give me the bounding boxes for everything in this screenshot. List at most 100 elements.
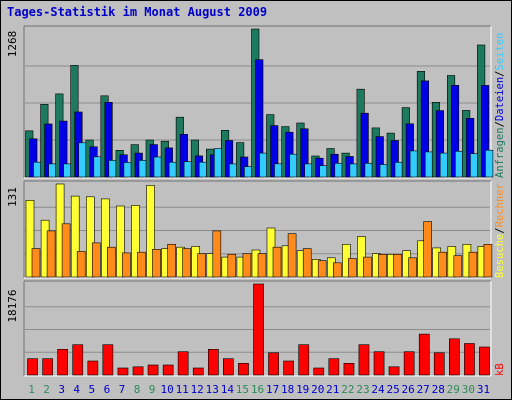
bar-seiten-day-9 (153, 156, 162, 178)
x-tick-label: 24 (371, 383, 385, 396)
bar-rechner-day-5 (92, 242, 101, 278)
bar-rechner-day-17 (272, 246, 282, 278)
bar-besuche-day-23 (357, 236, 366, 278)
panel-visits: 131 Besuche/Rechner (6, 180, 506, 279)
bar-kb-day-10 (162, 364, 174, 376)
x-tick-label: 13 (206, 383, 219, 396)
bar-kb-day-21 (328, 358, 340, 376)
bar-seiten-day-14 (229, 163, 238, 178)
bar-seiten-day-2 (48, 163, 57, 178)
bar-kb-day-3 (57, 348, 68, 376)
bar-rechner-day-16 (257, 253, 267, 278)
bar-rechner-day-15 (242, 253, 252, 278)
x-tick-label: 20 (311, 383, 324, 396)
bar-kb-day-12 (192, 367, 204, 376)
bar-rechner-day-10 (167, 244, 176, 278)
bar-seiten-day-4 (78, 142, 87, 178)
bar-kb-day-20 (313, 367, 325, 376)
x-tick-label: 17 (266, 383, 279, 396)
legend-separator: / (494, 227, 506, 233)
bar-kb-day-24 (373, 351, 385, 376)
bar-seiten-day-29 (454, 151, 464, 178)
bar-kb-day-15 (238, 362, 249, 376)
legend: Anfragen/Dateien/Seiten (494, 33, 506, 178)
bar-seiten-day-27 (424, 151, 434, 178)
bar-kb-day-19 (298, 344, 310, 376)
bar-seiten-day-25 (394, 162, 403, 178)
bar-rechner-day-12 (197, 253, 206, 278)
bar-rechner-day-26 (408, 257, 417, 278)
bar-rechner-day-9 (152, 249, 161, 278)
bar-kb-day-13 (208, 348, 219, 376)
bar-kb-day-22 (343, 362, 355, 376)
bar-rechner-day-6 (107, 246, 116, 278)
bar-kb-day-4 (72, 344, 84, 376)
bar-seiten-day-18 (289, 153, 298, 178)
bar-rechner-day-8 (137, 251, 146, 278)
chart-title: Tages-Statistik im Monat August 2009 (7, 5, 268, 19)
x-tick-label: 12 (191, 383, 204, 396)
bar-kb-day-2 (42, 358, 53, 376)
x-tick-label: 22 (341, 383, 354, 396)
bar-rechner-day-14 (227, 254, 237, 278)
x-tick-label: 16 (251, 383, 264, 396)
bar-rechner-day-13 (212, 230, 222, 278)
bar-seiten-day-15 (244, 166, 253, 178)
axis-max-label: 131 (6, 187, 19, 207)
bar-kb-day-11 (177, 351, 189, 376)
legend-item-seiten: Seiten (494, 33, 506, 71)
bar-seiten-day-1 (33, 161, 42, 178)
bar-kb-day-26 (403, 351, 415, 376)
bar-seiten-day-23 (364, 163, 373, 178)
bar-seiten-day-17 (274, 163, 283, 178)
bar-besuche-day-5 (86, 196, 95, 278)
bar-kb-day-27 (418, 333, 430, 376)
bar-seiten-day-30 (470, 153, 479, 178)
x-tick-label: 3 (58, 383, 65, 396)
legend: kB (494, 363, 506, 376)
bar-kb-day-1 (27, 358, 38, 376)
bar-rechner-day-20 (317, 260, 327, 278)
bar-seiten-day-16 (259, 152, 268, 178)
bar-besuche-day-1 (25, 200, 35, 278)
bar-seiten-day-3 (63, 163, 72, 178)
axis-max-label: 1268 (6, 31, 19, 58)
bar-rechner-day-22 (348, 258, 357, 278)
x-tick-label: 23 (356, 383, 369, 396)
bar-kb-day-23 (358, 344, 370, 376)
bar-seiten-day-7 (123, 162, 132, 178)
legend-item-kb: kB (494, 363, 506, 376)
bar-seiten-day-5 (93, 156, 102, 178)
panel-hits: 1268 Anfragen/Dateien/Seiten (6, 25, 506, 179)
bar-rechner-day-2 (46, 230, 56, 278)
bar-seiten-day-13 (214, 148, 223, 178)
bar-kb-day-6 (102, 344, 114, 376)
x-tick-label: 8 (134, 383, 141, 396)
x-tick-label: 29 (447, 383, 460, 396)
bar-seiten-day-6 (108, 160, 117, 178)
bar-kb-day-7 (117, 367, 129, 376)
bar-seiten-day-24 (379, 164, 388, 178)
bar-kb-day-9 (147, 364, 159, 376)
x-tick-label: 6 (104, 383, 111, 396)
bar-seiten-day-31 (485, 149, 494, 178)
x-tick-label: 31 (477, 383, 490, 396)
bar-seiten-day-20 (319, 165, 328, 178)
legend-item-anfragen: Anfragen (494, 127, 506, 178)
bar-seiten-day-26 (409, 150, 418, 178)
bar-rechner-day-1 (31, 248, 41, 278)
x-tick-label: 14 (221, 383, 235, 396)
bar-rechner-day-30 (468, 251, 478, 278)
x-tick-label: 19 (296, 383, 309, 396)
bar-seiten-day-21 (334, 163, 343, 178)
legend-item-dateien: Dateien (494, 77, 506, 121)
bar-rechner-day-27 (423, 221, 433, 278)
bar-kb-day-16 (253, 283, 264, 376)
bar-rechner-day-18 (287, 233, 297, 278)
bar-kb-day-5 (87, 360, 99, 376)
bar-rechner-day-21 (332, 262, 342, 278)
bar-rechner-day-28 (438, 251, 448, 278)
bar-seiten-day-28 (439, 152, 449, 178)
